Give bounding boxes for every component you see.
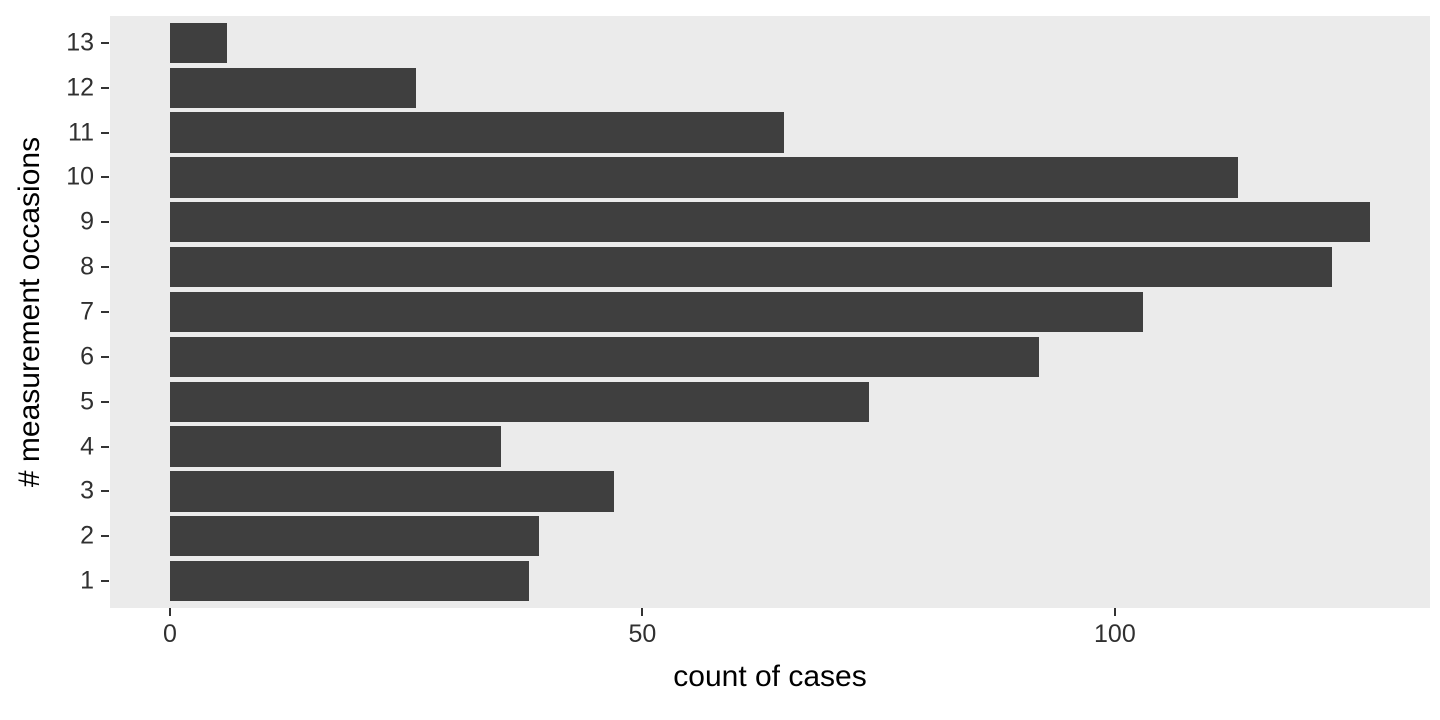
y-tick-mark (101, 535, 109, 538)
x-tick-label-100: 100 (1094, 620, 1136, 648)
bar-10 (170, 157, 1238, 198)
y-tick-mark (101, 131, 109, 134)
y-tick-mark (101, 311, 109, 313)
y-tick-mark (101, 490, 109, 493)
bar-13 (170, 22, 227, 64)
y-tick-label-6: 6 (80, 342, 94, 371)
y-tick-label-3: 3 (80, 476, 94, 505)
x-tick-mark (1113, 608, 1116, 616)
y-tick-label-10: 10 (66, 162, 94, 191)
bar-4 (170, 426, 501, 467)
plot-panel (110, 16, 1430, 608)
bar-2 (170, 516, 539, 557)
y-tick-label-12: 12 (66, 73, 94, 102)
x-tick-label-50: 50 (628, 620, 657, 648)
bar-3 (170, 471, 615, 512)
bar-9 (170, 202, 1370, 243)
bar-7 (170, 291, 1144, 333)
y-tick-label-1: 1 (80, 566, 94, 595)
bar-11 (170, 112, 785, 153)
y-tick-mark (101, 400, 109, 403)
y-tick-mark (101, 445, 109, 448)
y-tick-label-8: 8 (80, 252, 94, 281)
bar-12 (170, 67, 416, 108)
bar-1 (170, 560, 530, 602)
bar-8 (170, 246, 1333, 288)
y-tick-label-4: 4 (80, 432, 94, 461)
y-tick-label-9: 9 (80, 207, 94, 236)
y-tick-mark (101, 355, 109, 358)
x-axis-title: count of cases (673, 660, 867, 693)
y-tick-mark (101, 41, 109, 44)
x-tick-label-0: 0 (163, 620, 177, 648)
y-tick-mark (101, 266, 109, 269)
y-tick-label-5: 5 (80, 387, 94, 416)
y-tick-label-13: 13 (66, 28, 94, 57)
y-tick-label-2: 2 (80, 521, 94, 550)
y-tick-mark (101, 86, 109, 89)
x-tick-mark (169, 608, 171, 616)
y-tick-mark (101, 176, 109, 179)
y-tick-label-7: 7 (80, 297, 94, 326)
x-tick-mark (641, 608, 644, 616)
bar-5 (170, 381, 870, 422)
y-tick-mark (101, 221, 109, 224)
y-tick-label-11: 11 (68, 118, 94, 147)
y-tick-mark (101, 580, 109, 583)
bar-6 (170, 336, 1040, 378)
